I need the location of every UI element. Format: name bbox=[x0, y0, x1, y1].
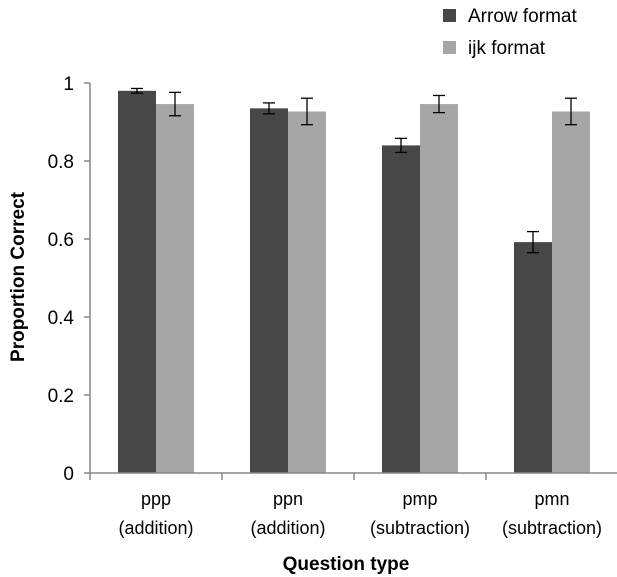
bar-ijk-format-pmp bbox=[420, 104, 458, 473]
error-bars bbox=[131, 87, 577, 254]
bar-arrow-format-pmp bbox=[382, 145, 420, 473]
y-tick-label: 0.2 bbox=[48, 386, 74, 407]
error-bar-arrow-format-pmp bbox=[395, 137, 407, 154]
y-tick-label: 0.8 bbox=[48, 152, 74, 173]
x-axis-ticks: ppp (addition) ppn (addition) pmp (subtractio… bbox=[89, 473, 602, 538]
y-tick-label: 1 bbox=[63, 74, 74, 95]
legend-label-arrow-format: Arrow format bbox=[468, 6, 577, 27]
y-axis-ticks: 0 0.2 0.4 0.6 0.8 1 bbox=[48, 74, 90, 485]
bar-ijk-format-ppn bbox=[288, 111, 326, 473]
error-bar-arrow-format-ppn bbox=[263, 102, 275, 115]
bar-ijk-format-pmn bbox=[552, 111, 590, 473]
y-tick-label: 0.6 bbox=[48, 230, 74, 251]
y-tick-label: 0 bbox=[63, 464, 74, 485]
x-tick-label: (subtraction) bbox=[502, 518, 602, 538]
bar-arrow-format-ppp bbox=[118, 90, 156, 474]
x-tick-label: (addition) bbox=[250, 518, 325, 538]
error-bar-ijk-format-ppn bbox=[301, 97, 313, 126]
y-axis-title: Proportion Correct bbox=[8, 191, 29, 362]
x-tick-label: pmn bbox=[534, 489, 569, 509]
x-axis-title: Question type bbox=[283, 554, 410, 575]
error-bar-arrow-format-ppp bbox=[131, 87, 143, 94]
bar-arrow-format-ppn bbox=[250, 108, 288, 473]
bar-ijk-format-ppp bbox=[156, 104, 194, 473]
legend-label-ijk-format: ijk format bbox=[468, 38, 546, 59]
error-bar-arrow-format-pmn bbox=[527, 230, 539, 254]
x-tick-label: (addition) bbox=[118, 518, 193, 538]
x-tick-label: ppp bbox=[141, 489, 171, 509]
error-bar-ijk-format-ppp bbox=[169, 91, 181, 117]
error-bar-ijk-format-pmn bbox=[565, 97, 577, 126]
legend-swatch-arrow-format bbox=[443, 9, 456, 22]
legend-swatch-ijk-format bbox=[443, 41, 456, 54]
legend: Arrow format ijk format bbox=[443, 6, 577, 59]
y-tick-label: 0.4 bbox=[48, 308, 75, 329]
x-tick-label: pmp bbox=[402, 489, 437, 509]
bars bbox=[118, 90, 590, 474]
x-tick-label: (subtraction) bbox=[370, 518, 470, 538]
error-bar-ijk-format-pmp bbox=[433, 94, 445, 114]
bar-arrow-format-pmn bbox=[514, 242, 552, 473]
x-tick-label: ppn bbox=[273, 489, 303, 509]
